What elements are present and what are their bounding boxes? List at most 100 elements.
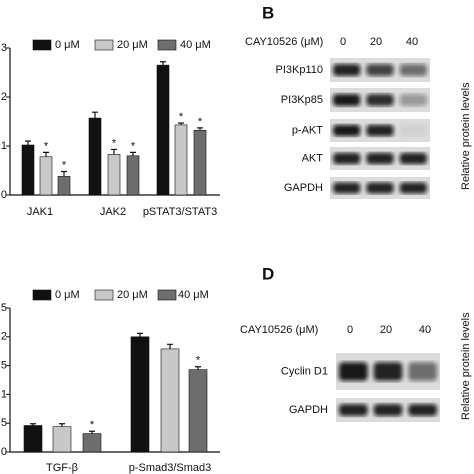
y-tick-label: 1	[1, 140, 7, 152]
y-axis-label: Relative protein levels	[460, 82, 472, 190]
error-bar	[30, 423, 36, 426]
blot-row-label: GAPDH	[289, 404, 328, 416]
y-tick-label: 2.5	[0, 302, 7, 314]
y-tick-label: 3	[1, 42, 7, 54]
bar	[156, 64, 170, 196]
blot-band	[408, 404, 437, 416]
significance-mark: *	[62, 159, 67, 171]
error-bar	[59, 423, 65, 427]
y-tick-label: 0	[1, 446, 7, 458]
legend-swatch	[157, 289, 177, 301]
error-bar	[178, 122, 184, 125]
treatment-label: CAY10526 (μM)	[240, 324, 318, 336]
y-tick-label: 0.5	[0, 417, 7, 429]
legend-label: 20 μM	[117, 289, 148, 301]
blot-row-label: PI3Kp85	[281, 94, 323, 106]
y-tick-label: 1.5	[0, 360, 7, 372]
error-bar	[89, 430, 95, 434]
error-bar	[130, 151, 136, 156]
legend-swatch	[94, 289, 114, 301]
dose-label: 40	[419, 324, 431, 336]
bar	[160, 348, 180, 453]
x-tick-label: pSTAT3/STAT3	[143, 206, 217, 218]
blot-band	[333, 64, 361, 76]
dose-label: 0	[347, 324, 353, 336]
y-tick-label: 1	[1, 388, 7, 400]
legend-label: 20 μM	[117, 39, 148, 51]
blot-band	[366, 94, 394, 106]
bar	[52, 426, 72, 453]
blot-band	[399, 152, 427, 165]
significance-mark: *	[112, 137, 117, 149]
blot-band	[333, 124, 361, 137]
bar	[193, 130, 207, 196]
error-bar	[137, 332, 143, 337]
legend-swatch	[32, 39, 52, 51]
bar	[88, 117, 102, 196]
panel-label: D	[262, 264, 274, 283]
bar	[130, 336, 150, 453]
blot-row-label: AKT	[302, 152, 324, 164]
y-tick-label: 2	[1, 91, 7, 103]
bar	[188, 369, 208, 453]
blot-band	[366, 152, 394, 165]
blot-row-label: Cyclin D1	[281, 365, 328, 377]
blot-band	[399, 124, 427, 137]
error-bar	[160, 61, 166, 66]
blot-band	[333, 94, 361, 106]
dose-label: 20	[370, 36, 382, 48]
error-bar	[61, 170, 67, 177]
bar	[82, 433, 102, 453]
legend-swatch	[94, 39, 114, 51]
blot-band	[408, 362, 437, 381]
blot-band	[333, 152, 361, 165]
blot-band	[373, 404, 403, 416]
significance-mark: *	[198, 116, 203, 128]
blot-band	[339, 362, 368, 381]
legend-label: 40 μM	[180, 39, 211, 51]
blot-band	[366, 124, 394, 137]
y-tick-label: 2	[1, 331, 7, 343]
significance-mark: *	[90, 419, 95, 431]
legend-label: 0 μM	[55, 39, 80, 51]
bar	[57, 176, 71, 196]
bar	[21, 144, 35, 196]
blot-row-label: GAPDH	[284, 182, 323, 194]
treatment-label: CAY10526 (μM)	[245, 36, 323, 48]
blot-band	[399, 94, 427, 106]
error-bar	[197, 127, 203, 131]
error-bar	[111, 148, 117, 155]
legend-label: 40 μM	[178, 289, 209, 301]
x-tick-label: p-Smad3/Smad3	[129, 462, 212, 474]
dose-label: 40	[406, 36, 418, 48]
blot-band	[399, 64, 427, 76]
blot-row-label: p-AKT	[292, 124, 323, 136]
y-axis-label: Relative protein levels	[460, 312, 472, 420]
x-tick-label: JAK2	[100, 206, 126, 218]
bar	[126, 155, 140, 196]
x-tick-label: TGF-β	[46, 462, 78, 474]
significance-mark: *	[131, 140, 136, 152]
blot-band	[366, 64, 394, 76]
error-bar	[43, 151, 49, 157]
blot-band	[339, 404, 368, 416]
error-bar	[92, 111, 98, 119]
blot-band	[366, 182, 394, 194]
legend-swatch	[157, 39, 177, 51]
y-tick-label: 0	[1, 189, 7, 201]
legend-label: 0 μM	[55, 289, 80, 301]
panel-label: B	[262, 3, 274, 22]
significance-mark: *	[44, 140, 49, 152]
blot-band	[333, 182, 361, 194]
significance-mark: *	[196, 355, 201, 367]
legend-swatch	[32, 289, 52, 301]
dose-label: 0	[340, 36, 346, 48]
blot-row-label: PI3Kp110	[275, 64, 323, 76]
error-bar	[25, 140, 31, 146]
blot-band	[373, 362, 403, 381]
bar	[107, 154, 121, 196]
dose-label: 20	[380, 324, 392, 336]
significance-mark: *	[179, 111, 184, 123]
error-bar	[195, 366, 201, 370]
